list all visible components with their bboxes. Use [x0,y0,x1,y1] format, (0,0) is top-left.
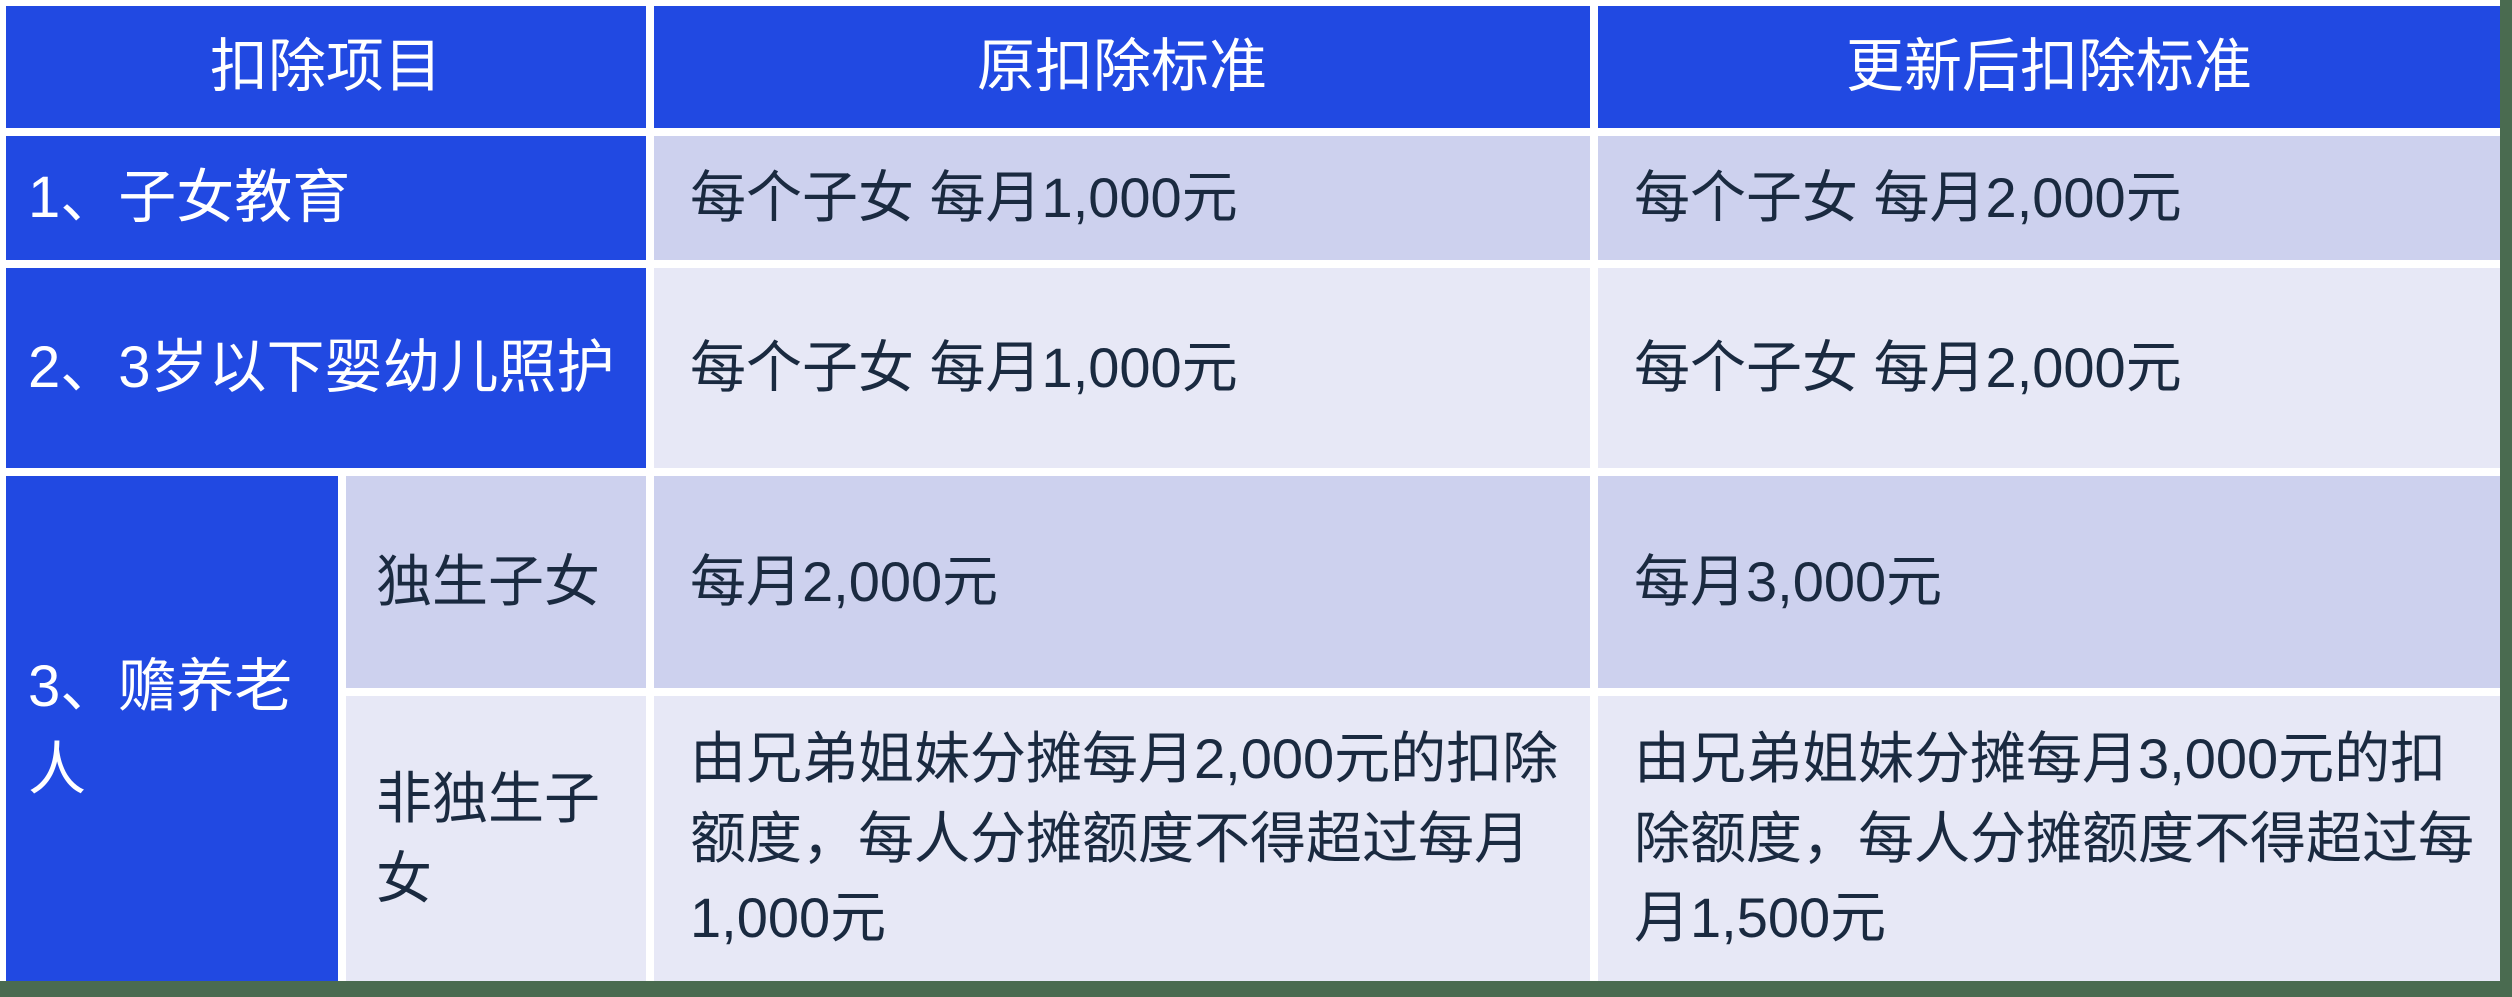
header-old-standard-label: 原扣除标准 [976,33,1267,99]
row-elderly-non-only-child-new-text: 由兄弟姐妹分摊每月3,000元的扣除额度，每人分摊额度不得超过每月1,500元 [1634,727,2474,950]
row-elderly-only-child-new-value: 每月3,000元 [1598,476,2500,688]
row-elderly-non-only-child-old-value: 由兄弟姐妹分摊每月2,000元的扣除额度，每人分摊额度不得超过每月1,000元 [654,696,1590,981]
row-elderly-only-child-label-cell: 独生子女 [346,476,646,688]
row-infant-care-new-text: 每个子女 每月2,000元 [1634,336,2182,400]
header-new-standard-label: 更新后扣除标准 [1845,33,2252,99]
row-elderly-non-only-child-label: 非独生子女 [376,766,600,910]
row-elderly-support-item: 3、赡养老人 [6,476,338,981]
row-child-education-new-value: 每个子女 每月2,000元 [1598,136,2500,260]
row-elderly-non-only-child-old-text: 由兄弟姐妹分摊每月2,000元的扣除额度，每人分摊额度不得超过每月1,000元 [690,727,1559,950]
row-elderly-only-child-old-text: 每月2,000元 [690,550,999,614]
header-deduction-item-label: 扣除项目 [209,33,442,99]
row-elderly-non-only-child-label-cell: 非独生子女 [346,696,646,981]
row-infant-care-item: 2、3岁以下婴幼儿照护 [6,268,646,468]
deduction-standards-table: 扣除项目 原扣除标准 更新后扣除标准 1、子女教育 每个子女 每月1,000元 … [6,6,2500,981]
header-deduction-item: 扣除项目 [6,6,646,128]
row-elderly-only-child-label: 独生子女 [376,550,600,614]
row-child-education-old-text: 每个子女 每月1,000元 [690,166,1238,230]
table-sheet: 扣除项目 原扣除标准 更新后扣除标准 1、子女教育 每个子女 每月1,000元 … [0,0,2500,981]
header-new-standard: 更新后扣除标准 [1598,6,2500,128]
row-infant-care-old-value: 每个子女 每月1,000元 [654,268,1590,468]
row-child-education-item-label: 1、子女教育 [28,164,351,230]
row-infant-care-new-value: 每个子女 每月2,000元 [1598,268,2500,468]
row-child-education-item: 1、子女教育 [6,136,646,260]
row-elderly-only-child-old-value: 每月2,000元 [654,476,1590,688]
row-infant-care-old-text: 每个子女 每月1,000元 [690,336,1238,400]
row-infant-care-item-label: 2、3岁以下婴幼儿照护 [28,334,615,400]
row-child-education-new-text: 每个子女 每月2,000元 [1634,166,2182,230]
row-elderly-only-child-new-text: 每月3,000元 [1634,550,1943,614]
row-elderly-non-only-child-new-value: 由兄弟姐妹分摊每月3,000元的扣除额度，每人分摊额度不得超过每月1,500元 [1598,696,2500,981]
row-elderly-support-item-label: 3、赡养老人 [28,654,293,802]
row-child-education-old-value: 每个子女 每月1,000元 [654,136,1590,260]
header-old-standard: 原扣除标准 [654,6,1590,128]
